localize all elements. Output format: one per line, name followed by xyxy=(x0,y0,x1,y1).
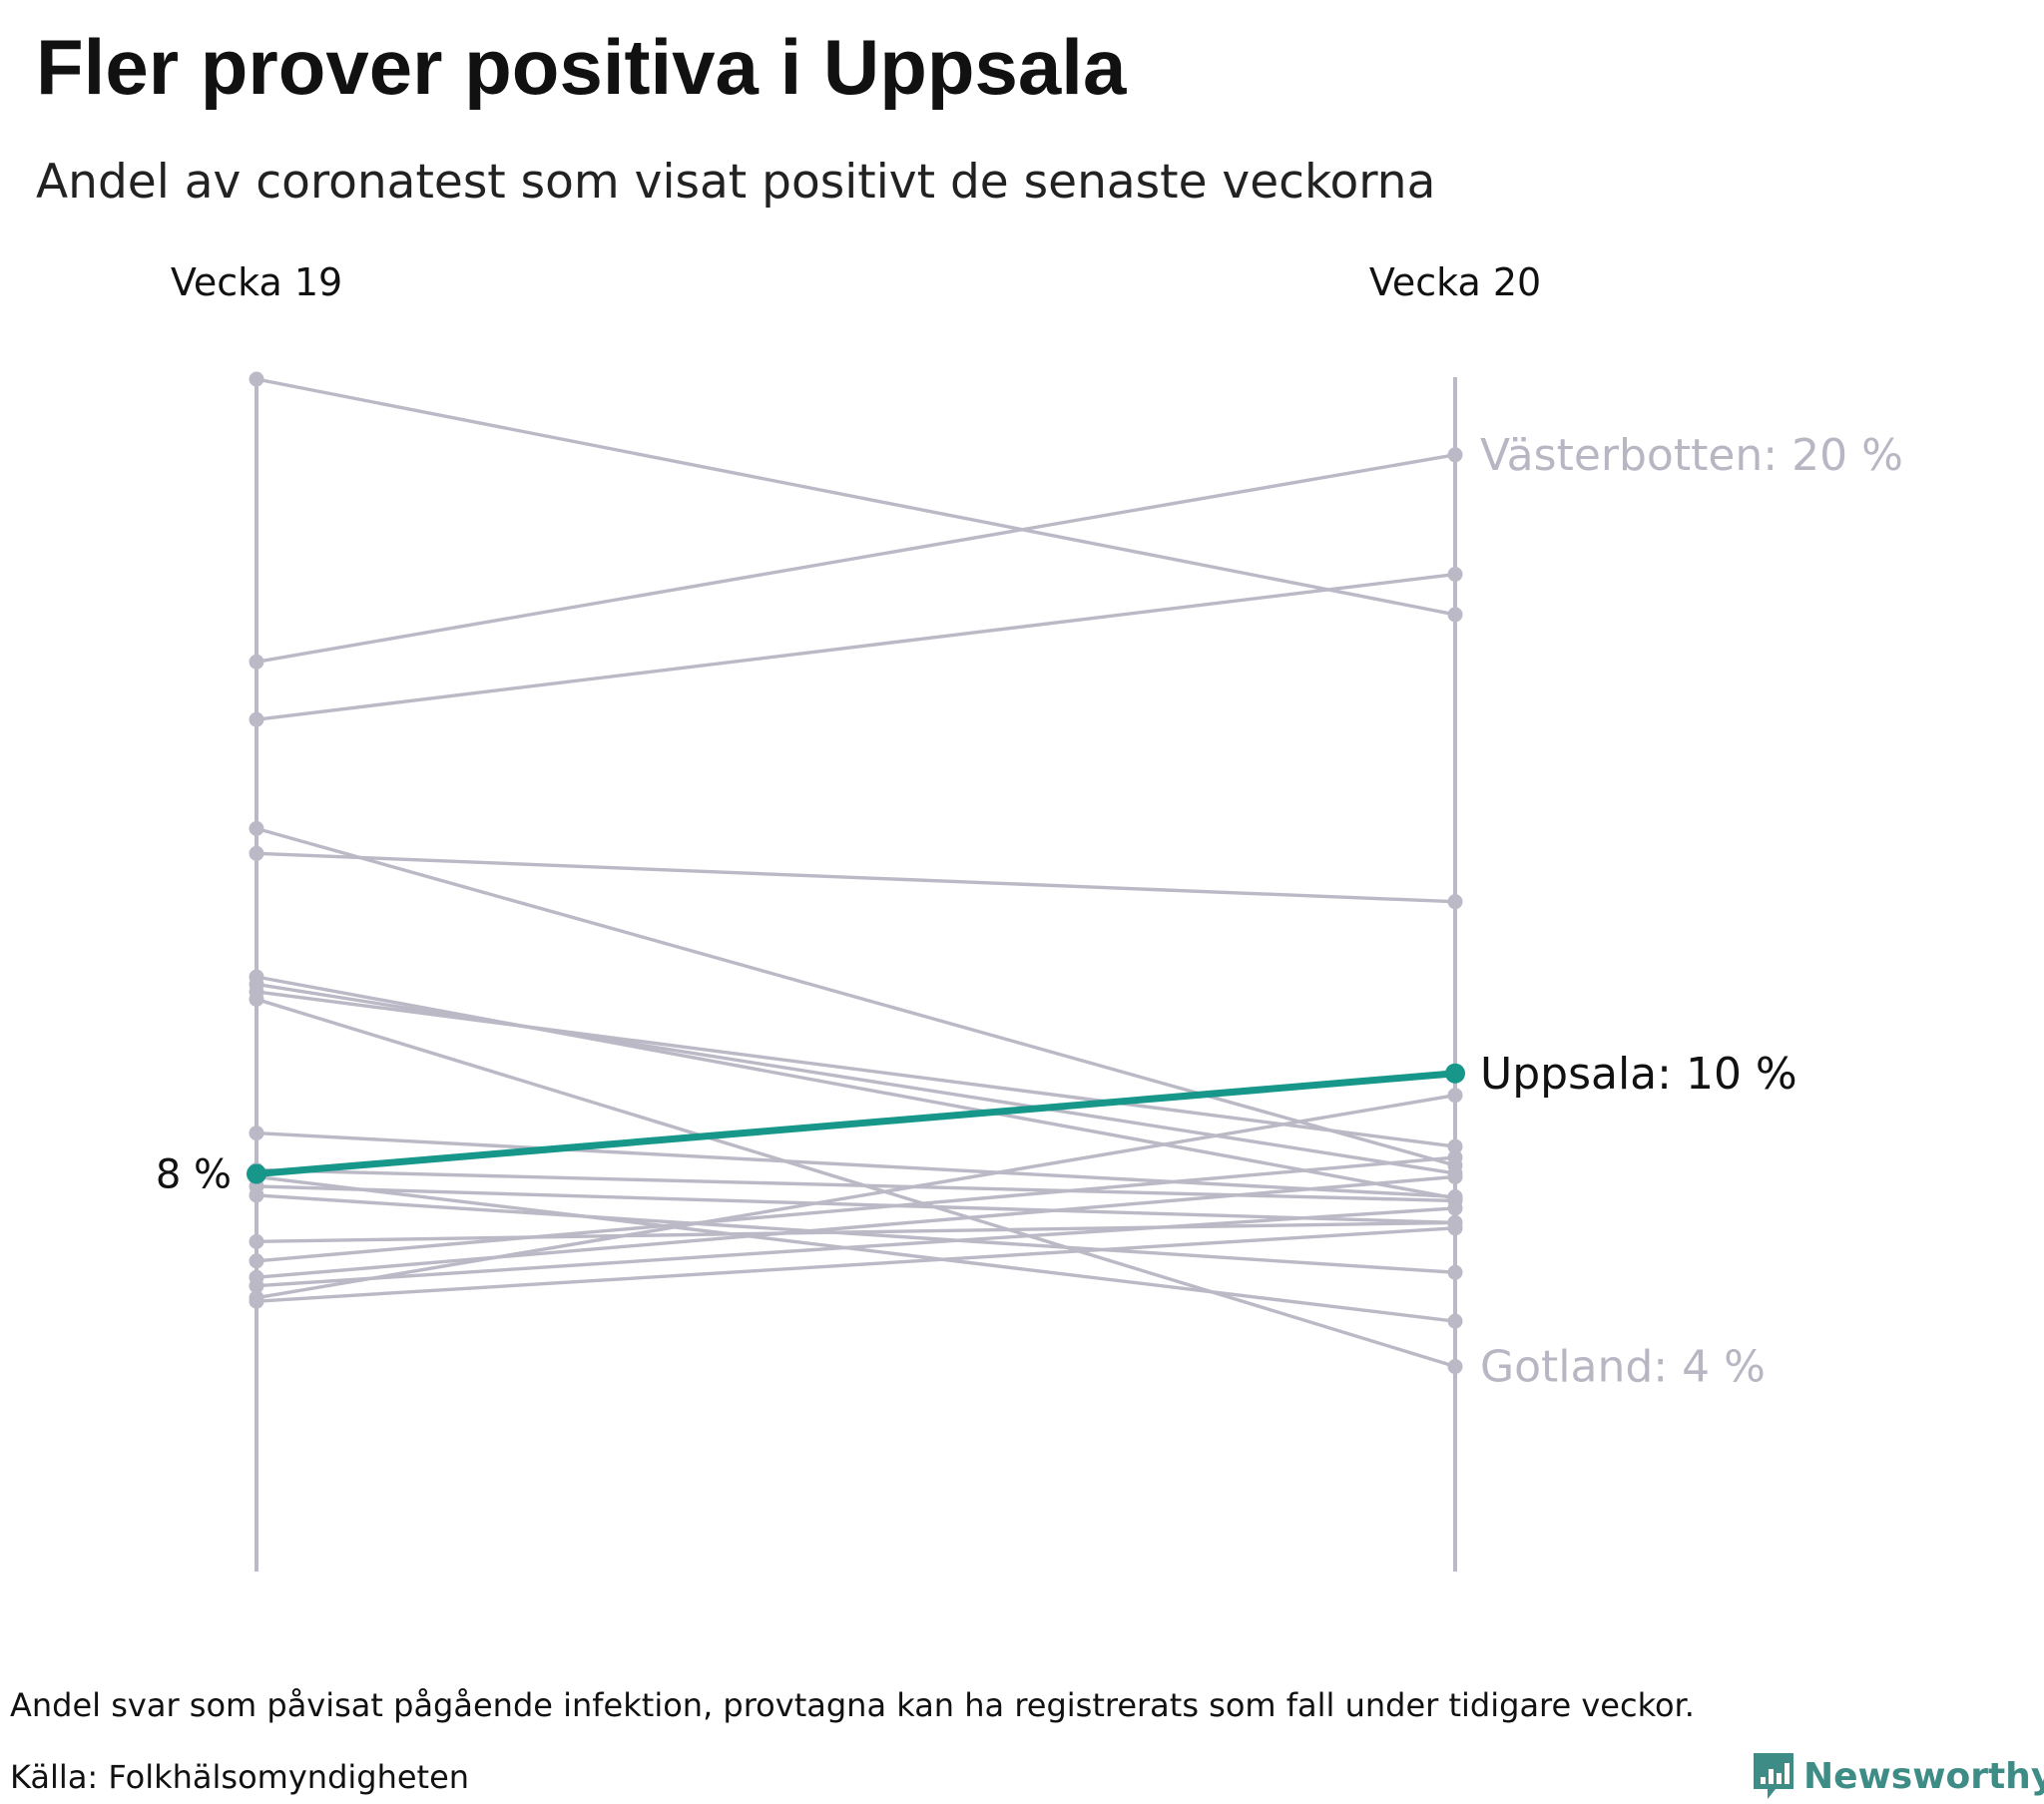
series-line-4 xyxy=(256,377,1456,617)
series-point-start-20 xyxy=(249,1278,264,1294)
series-point-start-14 xyxy=(249,1126,264,1141)
source-note: Källa: Folkhälsomyndigheten xyxy=(10,1758,470,1796)
series-point-start-4 xyxy=(249,371,264,387)
series-point-end-18 xyxy=(1447,1214,1463,1230)
series-point-start-21 xyxy=(249,1253,264,1269)
series-line-21 xyxy=(256,1155,1456,1263)
series-line-18 xyxy=(256,1220,1456,1244)
series-point-end-10 xyxy=(1447,1138,1463,1154)
series-end-label-3: Gotland: 4 % xyxy=(1480,1342,1766,1393)
series-line-20 xyxy=(256,1206,1456,1288)
series-point-start-12 xyxy=(249,1187,264,1203)
series-line-11 xyxy=(256,1184,1456,1225)
series-line-5 xyxy=(256,572,1456,721)
series-point-end-15 xyxy=(1447,1313,1463,1329)
series-point-end-3 xyxy=(1447,1359,1463,1375)
series-point-end-2 xyxy=(1447,447,1463,463)
axes-layer xyxy=(255,377,1457,1572)
newsworthy-logo-icon xyxy=(1754,1753,1793,1799)
series-point-end-14 xyxy=(1447,1188,1463,1204)
series-point-end-16 xyxy=(1447,1168,1463,1184)
series-point-end-19 xyxy=(1447,1088,1463,1104)
series-line-7 xyxy=(256,826,1456,1167)
series-lines-layer xyxy=(256,377,1456,1369)
series-point-start-18 xyxy=(249,1233,264,1249)
column-header-1: Vecka 19 xyxy=(171,260,342,304)
chart-title: Fler prover positiva i Uppsala xyxy=(36,23,1127,111)
series-point-start-5 xyxy=(249,711,264,727)
series-point-end-12 xyxy=(1447,1264,1463,1280)
series-line-15 xyxy=(256,1174,1456,1323)
series-point-end-4 xyxy=(1447,607,1463,623)
series-line-8 xyxy=(256,975,1456,1200)
series-end-label-2: Västerbotten: 20 % xyxy=(1480,430,1903,481)
series-line-3 xyxy=(256,997,1456,1369)
series-point-end-6 xyxy=(1447,894,1463,910)
series-line-19 xyxy=(256,1094,1456,1300)
series-point-start-6 xyxy=(249,845,264,861)
brand-logo[interactable]: Newsworthy xyxy=(1752,1748,2044,1804)
series-line-1 xyxy=(256,1070,1456,1177)
series-line-10 xyxy=(256,990,1456,1148)
slope-chart: Vecka 19 Vecka 20 Västerbotten: 20 % Gotlan… xyxy=(156,260,1903,1572)
brand-name: Newsworthy xyxy=(1803,1755,2044,1797)
series-line-14 xyxy=(256,1130,1456,1199)
series-point-start-2 xyxy=(249,654,264,670)
series-point-end-5 xyxy=(1447,567,1463,583)
series-point-end-20 xyxy=(1447,1200,1463,1216)
series-point-end-1 xyxy=(1445,1063,1465,1084)
labels-layer: Vecka 19 Vecka 20 Västerbotten: 20 % Gotlan… xyxy=(156,260,1903,1393)
series-end-label-1: Uppsala: 10 % xyxy=(1480,1049,1797,1100)
chart-subtitle: Andel av coronatest som visat positivt d… xyxy=(36,155,1436,210)
column-header-2: Vecka 20 xyxy=(1369,260,1541,304)
series-line-17 xyxy=(256,1226,1456,1303)
series-line-16 xyxy=(256,1174,1456,1279)
series-line-13 xyxy=(256,1167,1456,1203)
series-start-label-1: 8 % xyxy=(156,1151,232,1197)
series-point-start-10 xyxy=(249,984,264,1000)
series-line-12 xyxy=(256,1193,1456,1274)
series-line-2 xyxy=(256,453,1456,664)
series-point-end-21 xyxy=(1447,1149,1463,1165)
series-line-9 xyxy=(256,982,1456,1175)
series-line-6 xyxy=(256,851,1456,904)
series-point-start-19 xyxy=(249,1290,264,1306)
series-point-start-1 xyxy=(247,1163,266,1184)
footnote: Andel svar som påvisat pågående infektio… xyxy=(10,1686,1695,1724)
series-point-start-7 xyxy=(249,820,264,836)
series-points-layer xyxy=(247,371,1465,1375)
